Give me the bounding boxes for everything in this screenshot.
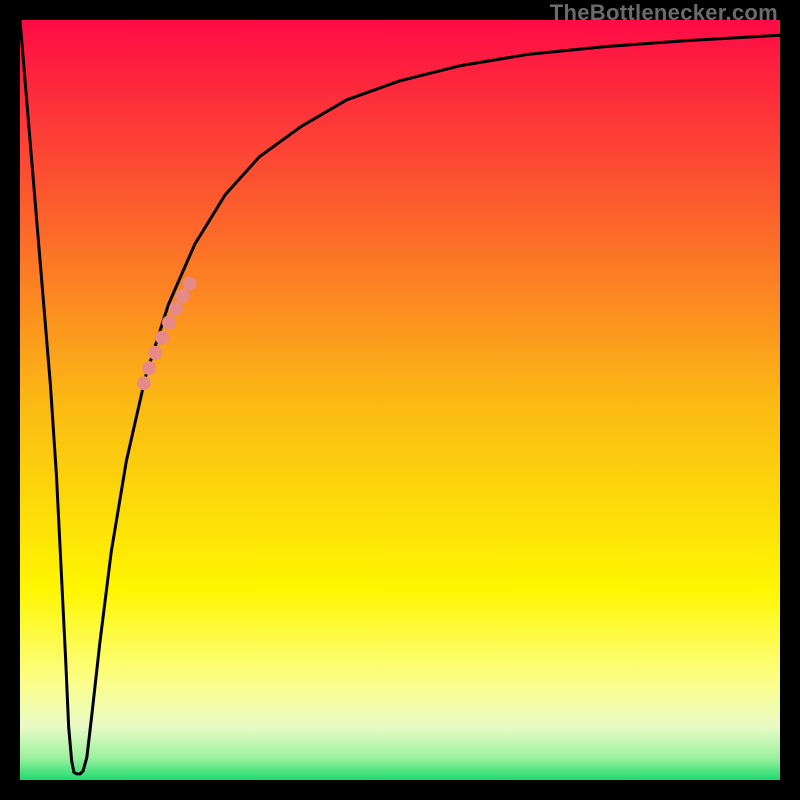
curve-marker — [176, 289, 190, 303]
curve-marker — [182, 277, 196, 291]
curve-marker — [155, 331, 169, 345]
plot-area — [20, 20, 780, 780]
curve-marker — [148, 346, 162, 360]
curve-markers — [137, 277, 197, 391]
curve-marker — [142, 361, 156, 375]
curve-marker — [137, 376, 151, 390]
bottleneck-curve — [20, 20, 780, 774]
curve-marker — [169, 302, 183, 316]
watermark-text: TheBottlenecker.com — [550, 0, 778, 26]
curve-marker — [162, 315, 176, 329]
chart-svg — [20, 20, 780, 780]
